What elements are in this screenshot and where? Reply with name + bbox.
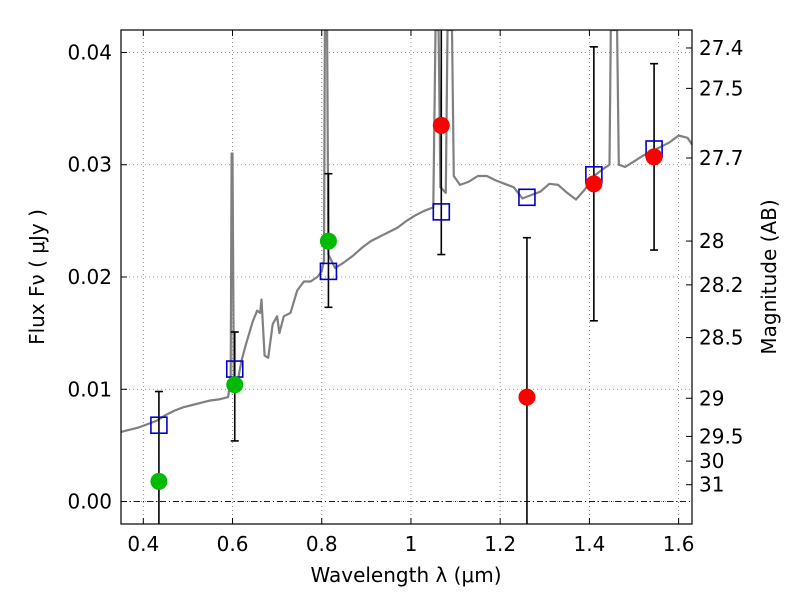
magnitude-tick-label: 29.5 <box>699 424 744 448</box>
x-tick-label: 0.8 <box>306 532 338 556</box>
y-axis-label: Flux Fν ( μJy ) <box>25 209 49 345</box>
grid-lines <box>121 30 692 524</box>
spectrum-line <box>121 30 692 433</box>
y-tick-label: 0.04 <box>67 40 112 64</box>
x-axis-ticks: 0.4 0.6 0.8 1 1.2 1.4 1.6 <box>127 30 695 556</box>
model-point <box>432 203 451 221</box>
magnitude-tick-label: 27.5 <box>699 76 744 100</box>
x-tick-label: 1.4 <box>573 532 605 556</box>
x-tick-label: 1 <box>405 532 418 556</box>
y-tick-label: 0.00 <box>67 490 112 514</box>
observed-point-green <box>226 376 244 394</box>
observed-point-red <box>432 116 450 134</box>
magnitude-tick-label: 28.5 <box>699 326 744 350</box>
magnitude-tick-label: 28 <box>699 229 724 253</box>
x-tick-label: 0.6 <box>217 532 249 556</box>
observed-points <box>150 116 663 490</box>
x-tick-label: 0.4 <box>127 532 159 556</box>
magnitude-tick-label: 29 <box>699 386 724 410</box>
model-point <box>319 262 338 281</box>
plot-frame <box>120 29 693 525</box>
magnitude-tick-label: 28.2 <box>699 273 744 297</box>
model-point <box>518 188 536 207</box>
x-tick-label: 1.2 <box>484 532 516 556</box>
observed-point-red <box>518 388 536 406</box>
observed-point-green <box>319 232 337 250</box>
magnitude-tick-label: 27.4 <box>699 36 744 60</box>
observed-point-red <box>585 175 603 193</box>
magnitude-tick-label: 31 <box>699 473 724 497</box>
observed-point-red <box>645 148 663 166</box>
y-tick-label: 0.03 <box>67 153 112 177</box>
model-point <box>150 416 168 435</box>
x-tick-label: 1.6 <box>663 532 695 556</box>
model-points <box>150 140 663 435</box>
y-tick-label: 0.02 <box>67 265 112 289</box>
magnitude-tick-label: 30 <box>699 449 724 473</box>
y-tick-label: 0.01 <box>67 377 112 401</box>
y-axis-ticks: 0.00 0.01 0.02 0.03 0.04 <box>67 40 127 514</box>
x-axis-label: Wavelength λ (μm) <box>310 563 501 587</box>
spectrum-layer <box>121 30 692 433</box>
observed-point-green <box>150 472 168 490</box>
magnitude-tick-label: 27.7 <box>699 146 744 170</box>
magnitude-axis-label: Magnitude (AB) <box>757 199 781 354</box>
